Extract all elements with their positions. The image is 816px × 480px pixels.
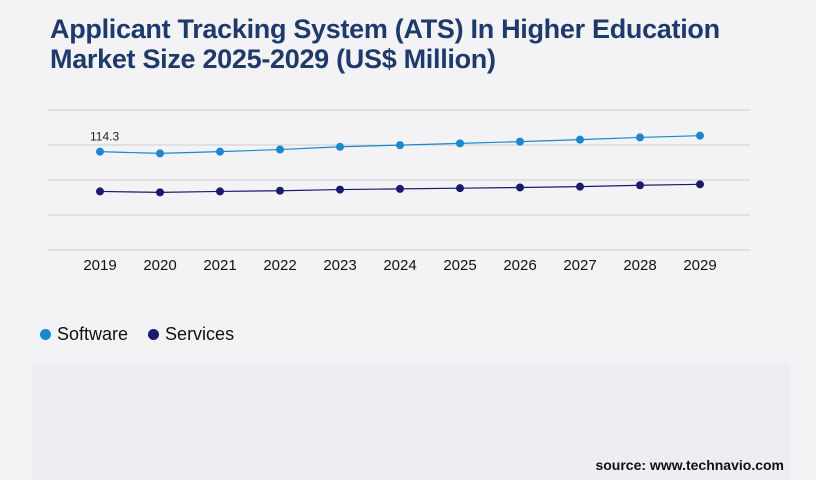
data-point-software[interactable] bbox=[696, 131, 704, 140]
x-tick-label: 2021 bbox=[203, 257, 236, 274]
x-tick-label: 2019 bbox=[83, 257, 116, 274]
data-point-services[interactable] bbox=[456, 184, 464, 193]
legend-marker-software bbox=[40, 328, 51, 340]
legend-label-services: Services bbox=[165, 323, 235, 344]
data-point-software[interactable] bbox=[216, 147, 224, 156]
legend-item-services[interactable]: Services bbox=[148, 324, 234, 345]
data-point-software[interactable] bbox=[156, 149, 164, 158]
legend-item-software[interactable]: Software bbox=[40, 324, 128, 345]
data-label: 114.3 bbox=[90, 130, 119, 144]
data-point-services[interactable] bbox=[696, 180, 704, 189]
data-point-software[interactable] bbox=[396, 141, 404, 150]
data-point-services[interactable] bbox=[516, 183, 524, 192]
data-point-software[interactable] bbox=[96, 147, 104, 156]
data-point-software[interactable] bbox=[336, 142, 344, 151]
data-point-services[interactable] bbox=[276, 186, 284, 195]
data-point-services[interactable] bbox=[336, 185, 344, 194]
data-point-services[interactable] bbox=[96, 187, 104, 196]
lower-panel bbox=[32, 364, 790, 480]
data-point-software[interactable] bbox=[516, 137, 524, 146]
data-point-services[interactable] bbox=[636, 181, 644, 190]
data-point-services[interactable] bbox=[156, 188, 164, 197]
x-tick-label: 2024 bbox=[383, 257, 416, 274]
data-point-software[interactable] bbox=[636, 133, 644, 142]
x-tick-label: 2025 bbox=[443, 257, 476, 274]
x-tick-label: 2028 bbox=[623, 257, 656, 274]
data-point-software[interactable] bbox=[576, 135, 584, 144]
data-point-software[interactable] bbox=[456, 139, 464, 148]
x-tick-label: 2026 bbox=[503, 257, 536, 274]
legend: Software Services bbox=[40, 322, 234, 346]
data-point-services[interactable] bbox=[576, 182, 584, 191]
x-tick-label: 2022 bbox=[263, 257, 296, 274]
data-point-services[interactable] bbox=[216, 187, 224, 196]
data-point-software[interactable] bbox=[276, 145, 284, 154]
x-tick-label: 2020 bbox=[143, 257, 176, 274]
source-credit: source: www.technavio.com bbox=[595, 457, 784, 473]
x-tick-label: 2029 bbox=[683, 257, 716, 274]
chart-title: Applicant Tracking System (ATS) In Highe… bbox=[50, 14, 720, 74]
line-chart: 2019 2020 2021 2022 2023 2024 2025 2026 2027 2028… bbox=[48, 109, 750, 274]
legend-marker-services bbox=[148, 328, 160, 340]
legend-label-software: Software bbox=[57, 323, 129, 344]
x-tick-label: 2023 bbox=[323, 257, 356, 274]
data-point-services[interactable] bbox=[396, 184, 404, 193]
x-tick-label: 2027 bbox=[563, 257, 596, 274]
